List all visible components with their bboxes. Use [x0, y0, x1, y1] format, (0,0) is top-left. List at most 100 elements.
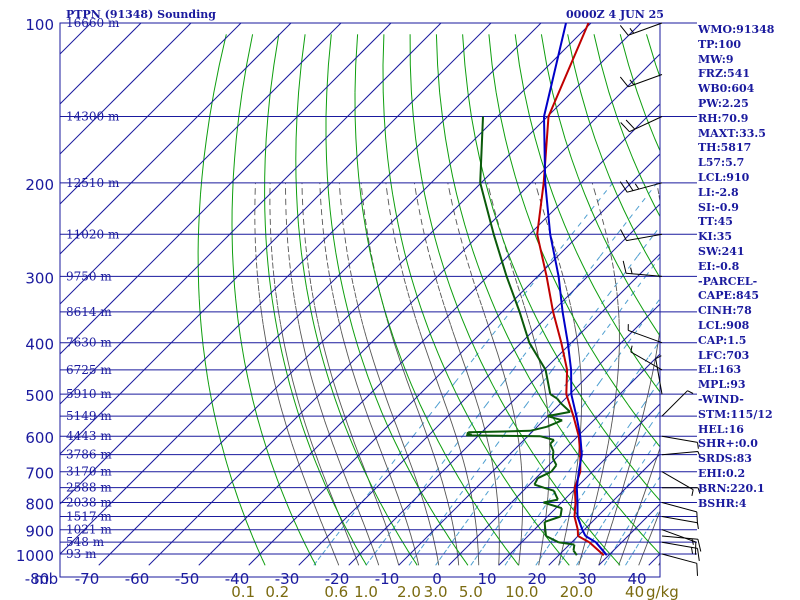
- isotherm-line: [59, 22, 242, 205]
- dry-adiabat-line: [540, 34, 661, 337]
- dry-adiabat-line: [567, 34, 661, 278]
- dry-adiabat-line: [197, 34, 266, 566]
- temperature-tick-label: -70: [75, 570, 100, 588]
- isotherm-line: [598, 503, 661, 566]
- valid-time: 0000Z 4 JUN 25: [566, 8, 664, 21]
- mixing-ratio-label: 0.1: [231, 583, 255, 600]
- height-level-label: 4443 m: [66, 429, 112, 443]
- wind-barb: [622, 260, 663, 277]
- height-level-label: 6725 m: [66, 363, 112, 377]
- mixing-ratio-label: 3.0: [424, 583, 448, 600]
- pressure-tick-label: 200: [25, 176, 54, 194]
- height-level-label: 2038 m: [66, 496, 112, 510]
- wind-barb: [619, 22, 663, 36]
- mixing-ratio-line: [576, 435, 661, 566]
- dewpoint-trace: [465, 116, 578, 556]
- grid-lines: [59, 22, 697, 578]
- index-row: CINH:78: [698, 304, 752, 318]
- temperature-tick-label: 10: [477, 570, 496, 588]
- isotherm-line: [148, 53, 661, 566]
- wind-barb: [655, 355, 663, 395]
- index-row: EI:-0.8: [698, 259, 740, 273]
- index-row: STM:115/12: [698, 407, 773, 421]
- moist-adiabat-line: [319, 182, 420, 566]
- moist-adiabat-line: [338, 182, 440, 566]
- index-row: WB0:604: [698, 82, 755, 96]
- moist-adiabats: [254, 182, 661, 566]
- isotherm-line: [398, 303, 661, 566]
- pressure-tick-label: 100: [25, 16, 54, 34]
- index-row: LCL:910: [698, 170, 750, 184]
- isotherm-line: [59, 22, 192, 155]
- index-row: BRN:220.1: [698, 481, 765, 495]
- wind-barb: [661, 390, 694, 417]
- station-title: PTPN (91348) Sounding: [66, 8, 216, 21]
- stability-indices-panel: WMO:91348 TP:100 MW:9 FRZ:541 WB0:604 PW:2.25…: [698, 23, 800, 511]
- mixing-ratio-label: 2.0: [397, 583, 421, 600]
- index-row: MW:9: [698, 52, 734, 66]
- temperature-tick-label: -20: [325, 570, 350, 588]
- index-row: KI:35: [698, 230, 733, 244]
- height-level-label: 2588 m: [66, 481, 112, 495]
- wind-barb: [661, 529, 697, 555]
- index-row: LCL:908: [698, 318, 750, 332]
- sounding-traces: [465, 22, 608, 556]
- isotherm-line: [59, 22, 142, 105]
- wind-barb: [619, 179, 663, 193]
- wind-barbs: [619, 22, 702, 576]
- temperature-tick-label: -40: [225, 570, 250, 588]
- temperature-tick-label: 20: [527, 570, 546, 588]
- pressure-tick-label: 900: [25, 523, 54, 541]
- index-row: CAPE:845: [698, 289, 759, 303]
- pressure-unit-label: mb: [34, 570, 58, 588]
- height-level-label: 16660 m: [66, 16, 120, 30]
- mixing-ratio-label: 40: [625, 583, 644, 600]
- isotherm-line: [548, 453, 661, 566]
- mixing-ratio-label: 5.0: [459, 583, 483, 600]
- isotherm-line: [248, 153, 661, 566]
- isotherm-line: [59, 22, 492, 455]
- index-row: MAXT:33.5: [698, 126, 766, 140]
- isotherm-line: [59, 22, 342, 305]
- index-row: SW:241: [698, 244, 745, 258]
- temperature-tick-label: 30: [577, 570, 596, 588]
- dry-adiabat-line: [435, 34, 661, 555]
- temperature-tick-label: -10: [375, 570, 400, 588]
- index-row: -WIND-: [698, 392, 744, 406]
- isotherm-line: [498, 403, 661, 566]
- isotherm-line: [59, 22, 542, 505]
- wind-barb: [661, 541, 700, 561]
- index-row: LI:-2.8: [698, 185, 739, 199]
- index-row: PW:2.25: [698, 96, 749, 110]
- index-row: EHI:0.2: [698, 466, 746, 480]
- index-row: LFC:703: [698, 348, 750, 362]
- wind-barb: [661, 553, 698, 576]
- wind-barb: [661, 435, 699, 449]
- index-row: RH:70.9: [698, 111, 749, 125]
- index-row: SRDS:83: [698, 452, 752, 466]
- wind-barb: [661, 502, 698, 525]
- index-row: CAP:1.5: [698, 333, 747, 347]
- isotherm-line: [59, 22, 592, 555]
- mixing-ratio-line: [603, 476, 661, 566]
- mixing-ratio-label: 0.6: [324, 583, 348, 600]
- temperature-tick-label: 40: [627, 570, 646, 588]
- mixing-ratio-label: 0.2: [265, 583, 289, 600]
- wind-barb: [619, 74, 663, 88]
- mixing-ratio-lines: [313, 182, 661, 566]
- dry-adiabat-line: [231, 34, 317, 566]
- moist-adiabat-line: [413, 182, 500, 566]
- pressure-tick-label: 400: [25, 336, 54, 354]
- height-level-label: 9750 m: [66, 269, 112, 283]
- height-level-label: 14300 m: [66, 110, 120, 124]
- mixing-ratio-line: [435, 256, 661, 566]
- mixing-ratio-unit-label: g/kg: [646, 583, 679, 600]
- dry-adiabat-line: [295, 34, 418, 566]
- mixing-ratio-line: [470, 298, 661, 566]
- mixing-ratio-label: 20.0: [560, 583, 593, 600]
- moist-adiabat-line: [385, 182, 480, 566]
- wind-barb: [627, 324, 663, 344]
- mixing-ratio-label: 1.0: [354, 583, 378, 600]
- mixing-ratio-label: 10.0: [505, 583, 538, 600]
